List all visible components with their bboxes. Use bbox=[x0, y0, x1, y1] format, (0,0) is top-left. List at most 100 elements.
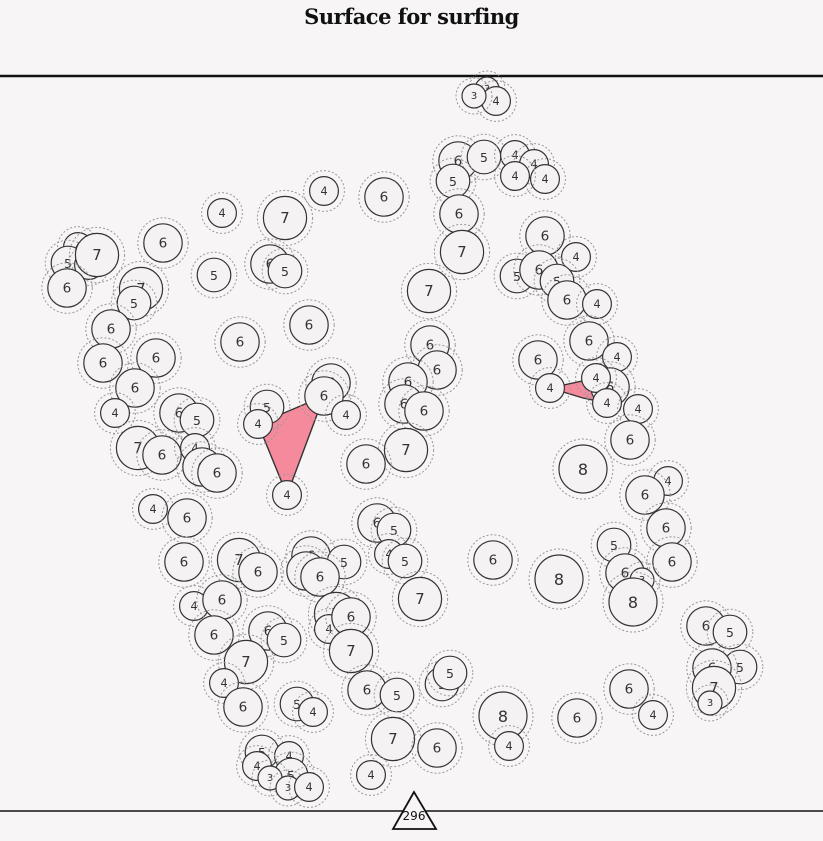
node[interactable]: 3 bbox=[455, 77, 493, 115]
node[interactable]: 6 bbox=[467, 534, 519, 586]
node-value: 4 bbox=[649, 709, 656, 722]
node-circle bbox=[439, 229, 485, 275]
node[interactable]: 5 bbox=[426, 649, 474, 697]
node-halo bbox=[455, 77, 493, 115]
node[interactable]: 4 bbox=[94, 392, 136, 434]
node[interactable]: 4 bbox=[596, 336, 638, 378]
node[interactable]: 4 bbox=[475, 80, 517, 122]
node[interactable]: 7 bbox=[391, 570, 449, 628]
node[interactable]: 5 bbox=[110, 279, 158, 327]
node[interactable]: 6 bbox=[161, 492, 213, 544]
node[interactable]: 4 bbox=[266, 474, 308, 516]
node[interactable]: 4 bbox=[288, 766, 330, 808]
node[interactable]: 6 bbox=[340, 438, 392, 490]
node[interactable]: 4 bbox=[488, 725, 530, 767]
node[interactable]: 7 bbox=[217, 633, 275, 691]
node-value: 6 bbox=[254, 565, 263, 581]
node[interactable]: 5 bbox=[261, 247, 309, 295]
node-halo bbox=[590, 521, 638, 569]
node[interactable]: 6 bbox=[217, 681, 269, 733]
node[interactable]: 5 bbox=[373, 671, 421, 719]
node[interactable]: 3 bbox=[691, 684, 729, 722]
node[interactable]: 4 bbox=[494, 155, 536, 197]
node[interactable]: 6 bbox=[109, 362, 161, 414]
node[interactable]: 6 bbox=[433, 188, 485, 240]
node[interactable]: 7 bbox=[322, 622, 380, 680]
node[interactable]: 6 bbox=[77, 337, 129, 389]
node[interactable]: 4 bbox=[529, 367, 571, 409]
node[interactable]: 4 bbox=[201, 192, 243, 234]
node[interactable]: 7 bbox=[433, 223, 491, 281]
node-value: 6 bbox=[99, 356, 108, 372]
node[interactable]: 4 bbox=[325, 394, 367, 436]
node[interactable]: 6 bbox=[646, 536, 698, 588]
node[interactable]: 4 bbox=[292, 691, 334, 733]
node[interactable]: 4 bbox=[575, 357, 617, 399]
node[interactable]: 5 bbox=[381, 537, 429, 585]
node[interactable]: 6 bbox=[41, 262, 93, 314]
node-value: 6 bbox=[380, 190, 389, 206]
node-halo bbox=[292, 691, 334, 733]
node-circle bbox=[610, 420, 650, 460]
node[interactable]: 4 bbox=[237, 403, 279, 445]
node[interactable]: 6 bbox=[398, 385, 450, 437]
node[interactable]: 8 bbox=[552, 438, 614, 500]
node[interactable]: 4 bbox=[576, 283, 618, 325]
node-value: 5 bbox=[281, 264, 289, 279]
node-value: 7 bbox=[388, 731, 397, 748]
node[interactable]: 6 bbox=[137, 217, 189, 269]
node-value: 4 bbox=[254, 418, 261, 431]
score-indicator: 296 bbox=[391, 790, 438, 830]
node[interactable]: 5 bbox=[260, 616, 308, 664]
node[interactable]: 7 bbox=[377, 421, 435, 479]
node-halo bbox=[377, 421, 435, 479]
node[interactable]: 6 bbox=[158, 536, 210, 588]
node[interactable]: 4 bbox=[617, 388, 659, 430]
node-halo bbox=[706, 608, 754, 656]
node[interactable]: 4 bbox=[524, 158, 566, 200]
node[interactable]: 7 bbox=[400, 262, 458, 320]
node[interactable]: 6 bbox=[232, 546, 284, 598]
node-circle bbox=[383, 427, 429, 473]
node[interactable]: 6 bbox=[358, 171, 410, 223]
node-value: 6 bbox=[362, 457, 371, 473]
node[interactable]: 6 bbox=[283, 299, 335, 351]
node[interactable]: 6 bbox=[130, 332, 182, 384]
node[interactable]: 8 bbox=[602, 571, 664, 633]
node[interactable]: 6 bbox=[411, 722, 463, 774]
node-value: 5 bbox=[553, 274, 561, 289]
node[interactable]: 8 bbox=[528, 548, 590, 610]
node-circle bbox=[397, 576, 443, 622]
node[interactable]: 6 bbox=[214, 316, 266, 368]
node[interactable]: 6 bbox=[563, 315, 615, 367]
node[interactable]: 4 bbox=[303, 170, 345, 212]
node-circle bbox=[142, 435, 182, 475]
node-value: 4 bbox=[309, 706, 316, 719]
node[interactable]: 7 bbox=[256, 189, 314, 247]
node[interactable]: 5 bbox=[706, 608, 754, 656]
node[interactable]: 4 bbox=[203, 662, 245, 704]
node-value: 6 bbox=[626, 433, 635, 449]
node[interactable]: 4 bbox=[632, 694, 674, 736]
node[interactable]: 4 bbox=[350, 754, 392, 796]
node[interactable]: 6 bbox=[191, 447, 243, 499]
node[interactable]: 6 bbox=[298, 370, 350, 422]
node[interactable]: 6 bbox=[619, 469, 671, 521]
node[interactable]: 4 bbox=[132, 488, 174, 530]
node[interactable]: 7 bbox=[68, 226, 126, 284]
node-circle bbox=[220, 322, 260, 362]
node[interactable]: 6 bbox=[603, 663, 655, 715]
node-circle bbox=[83, 343, 123, 383]
node-halo bbox=[266, 474, 308, 516]
node[interactable]: 6 bbox=[188, 609, 240, 661]
node-halo bbox=[716, 643, 764, 691]
node[interactable]: 4 bbox=[555, 236, 597, 278]
node[interactable]: 6 bbox=[551, 692, 603, 744]
node[interactable]: 6 bbox=[604, 414, 656, 466]
node[interactable]: 7 bbox=[364, 710, 422, 768]
node[interactable]: 6 bbox=[294, 551, 346, 603]
node[interactable]: 3 bbox=[269, 769, 307, 807]
node[interactable]: 5 bbox=[190, 251, 238, 299]
node[interactable]: 6 bbox=[136, 429, 188, 481]
